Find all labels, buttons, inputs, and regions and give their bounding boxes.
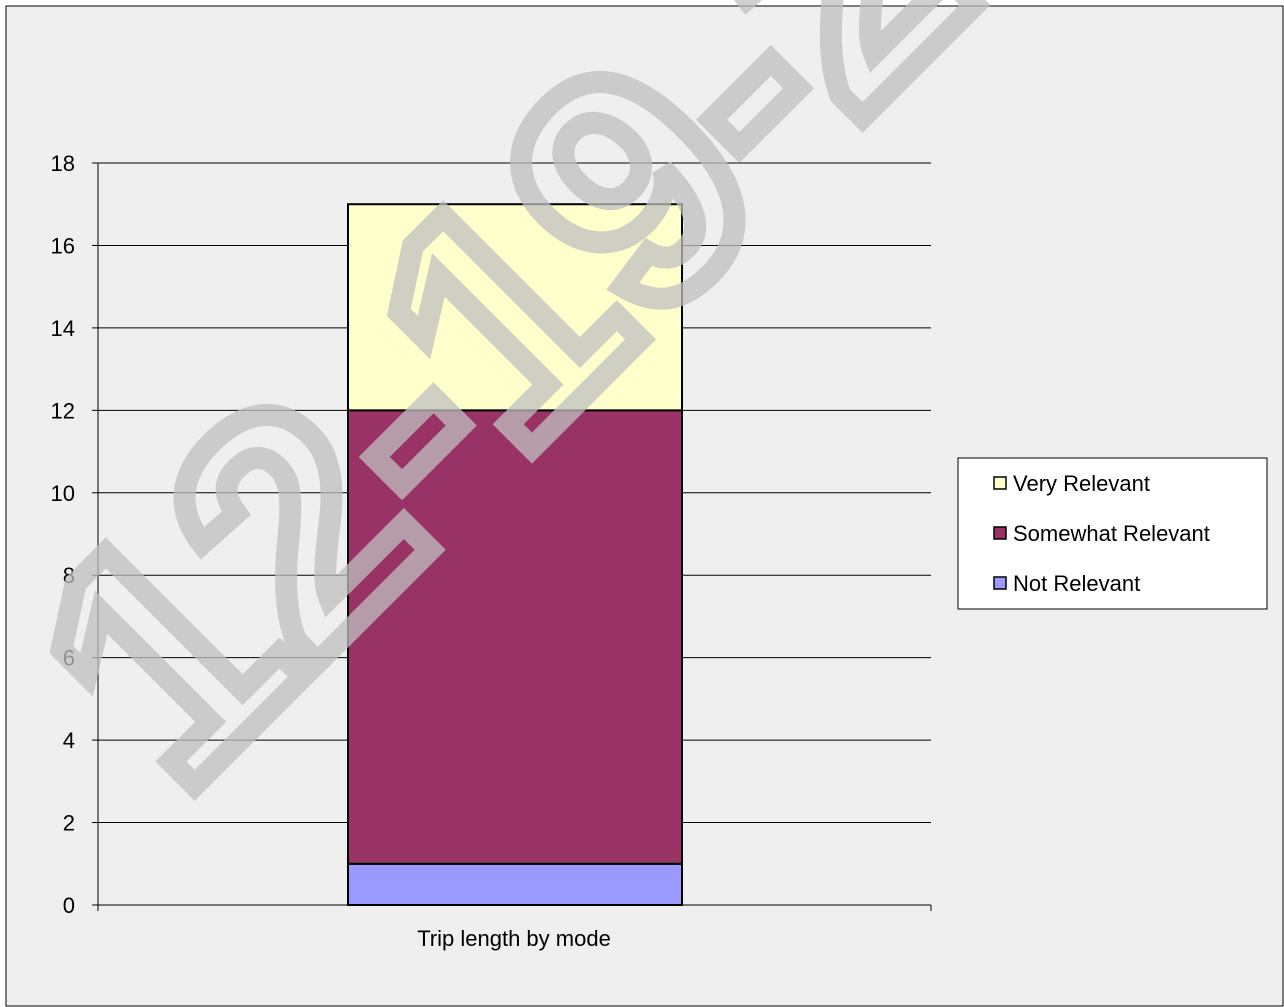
bar-segment-not-relevant xyxy=(347,862,683,906)
bar-segment-very-relevant xyxy=(347,203,683,412)
x-tick-label: Trip length by mode xyxy=(417,926,611,951)
y-tick-label: 8 xyxy=(63,563,75,588)
y-tick-label: 12 xyxy=(51,398,75,423)
y-tick-label: 16 xyxy=(51,233,75,258)
y-tick-label: 6 xyxy=(63,646,75,671)
legend-label: Not Relevant xyxy=(1013,571,1140,596)
y-tick-label: 2 xyxy=(63,811,75,836)
y-tick-label: 0 xyxy=(63,893,75,918)
y-tick-label: 14 xyxy=(51,316,75,341)
y-tick-label: 4 xyxy=(63,728,75,753)
legend-box xyxy=(957,457,1268,610)
bar-segment-somewhat-relevant xyxy=(347,409,683,865)
legend-swatch xyxy=(993,526,1007,540)
y-tick-label: 10 xyxy=(51,481,75,506)
x-axis: Trip length by mode xyxy=(97,904,932,951)
y-tick-label: 18 xyxy=(51,151,75,176)
bar-stack xyxy=(347,203,683,906)
y-axis: 0 2 4 6 8 10 12 14 16 18 xyxy=(51,151,99,918)
legend: Very Relevant Somewhat Relevant Not Releva… xyxy=(957,457,1268,610)
legend-label: Somewhat Relevant xyxy=(1013,521,1210,546)
legend-swatch xyxy=(993,476,1007,490)
legend-swatch xyxy=(993,576,1007,590)
legend-label: Very Relevant xyxy=(1013,471,1150,496)
